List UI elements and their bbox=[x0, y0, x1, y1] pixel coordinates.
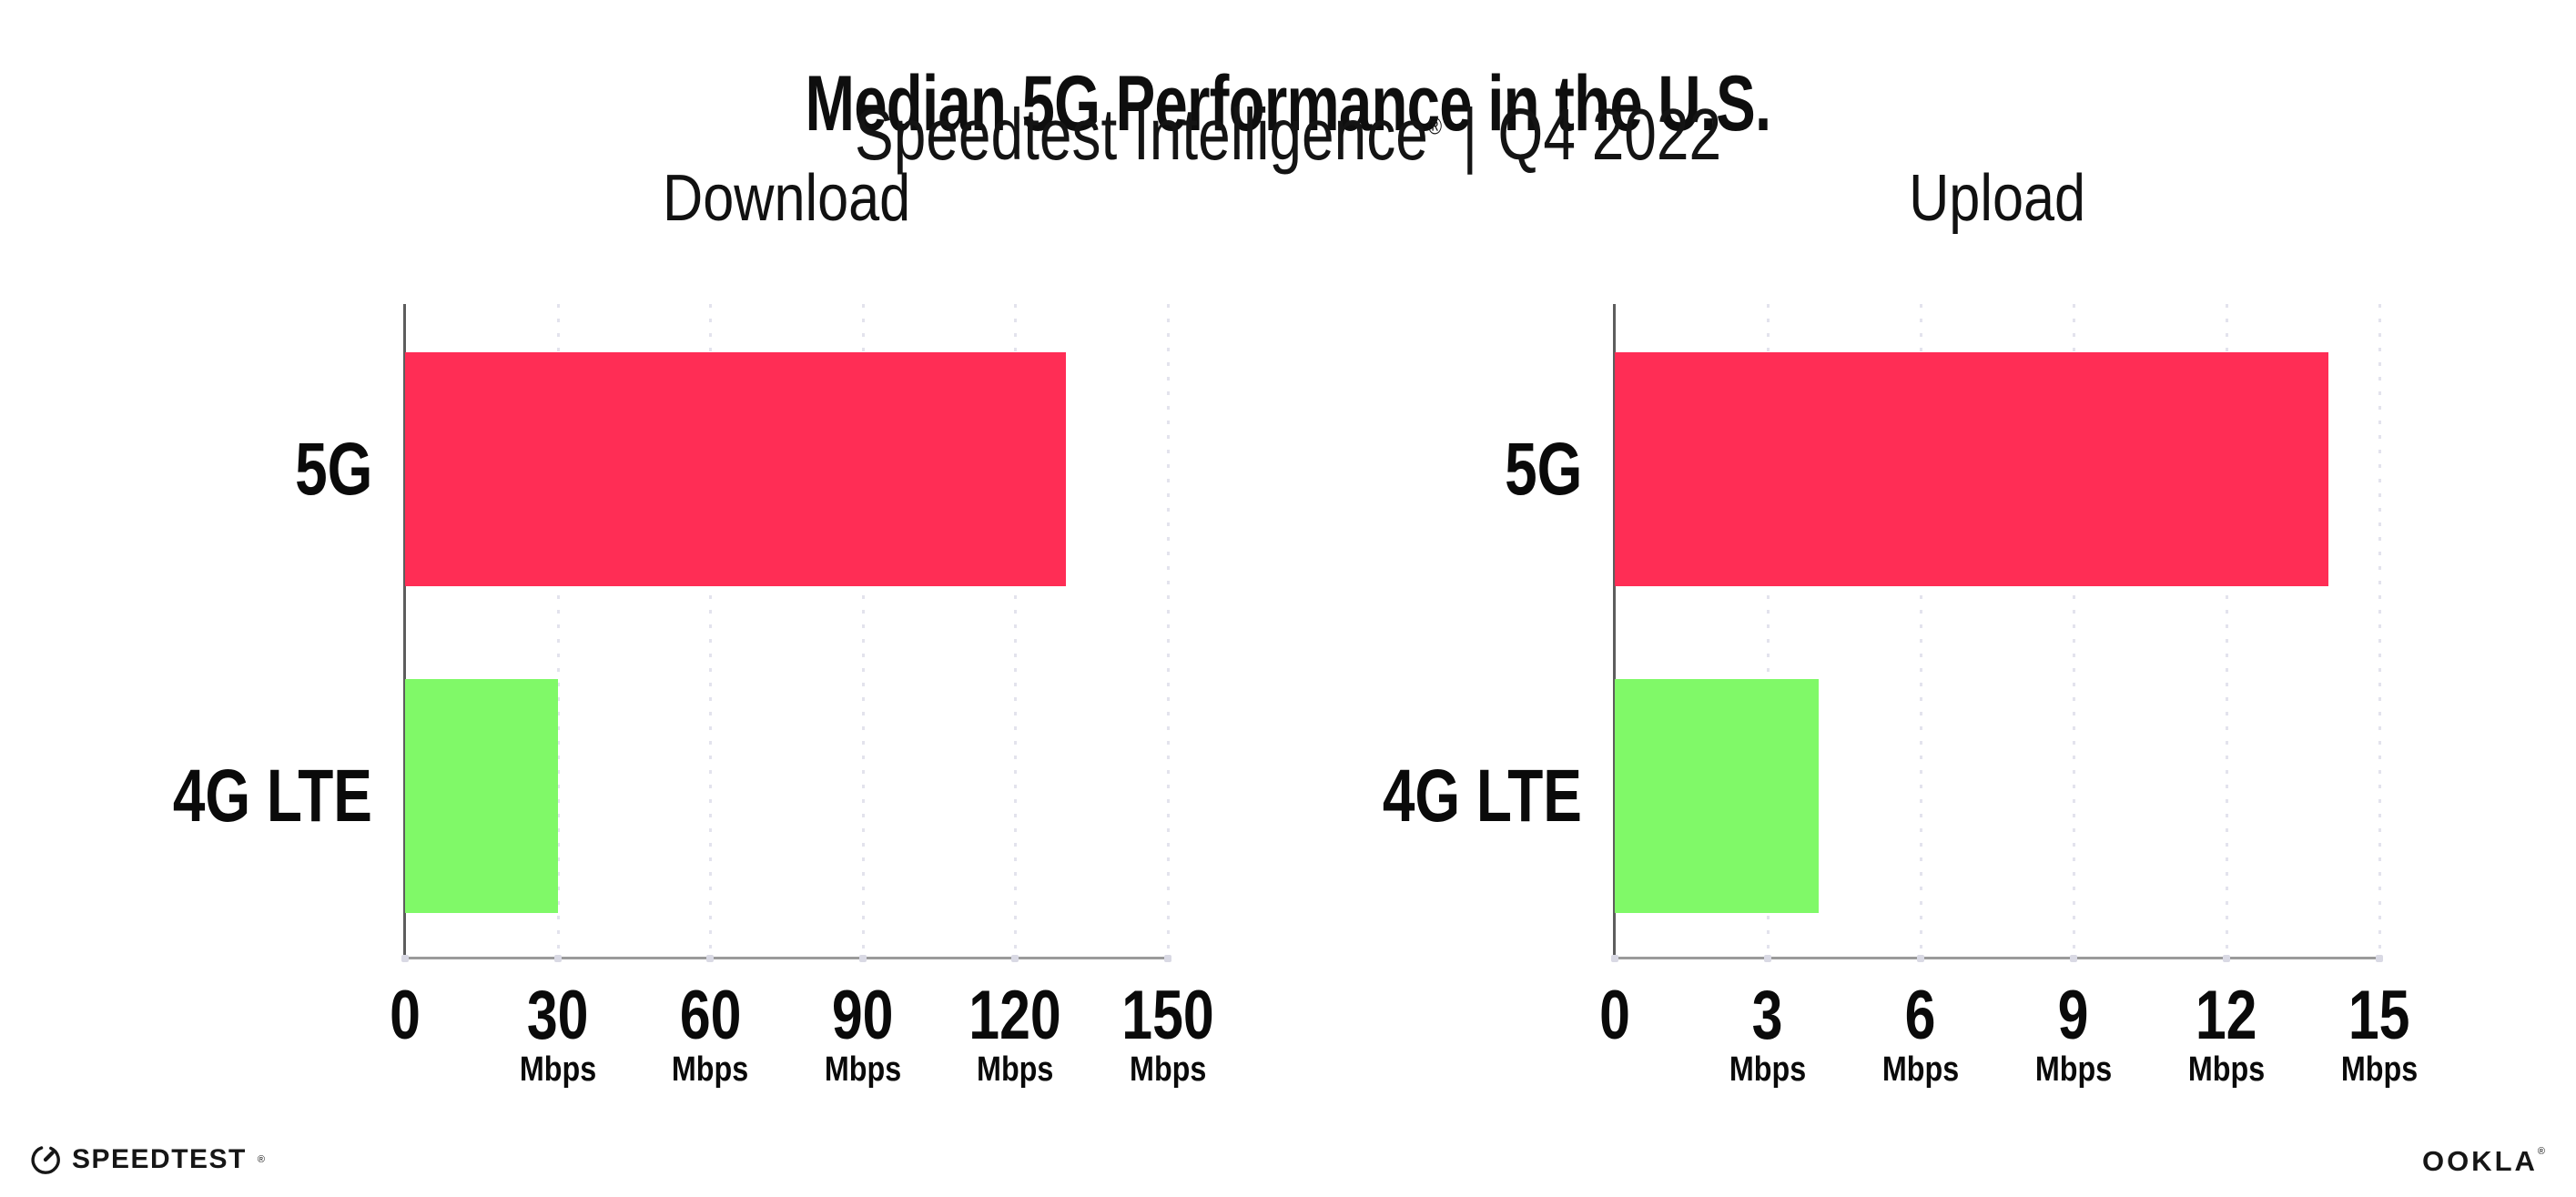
x-tick-label-15: 15 Mbps bbox=[2334, 977, 2424, 1090]
x-tick-label-150: 150 Mbps bbox=[1111, 977, 1226, 1090]
x-tick-unit: Mbps bbox=[672, 1050, 749, 1089]
category-label-4g-lte: 4G LTE bbox=[1382, 754, 1582, 837]
x-tick-value: 12 bbox=[2196, 977, 2257, 1054]
category-label-5g: 5G bbox=[294, 427, 372, 511]
download-chart: Download 0 30 Mbps 60 Mbps 90 Mbps 120 Mbps 150 Mb… bbox=[173, 164, 1214, 1089]
speedtest-wordmark: SPEEDTEST bbox=[72, 1144, 247, 1174]
x-tick-value: 60 bbox=[679, 977, 741, 1054]
x-tick-label-9: 9 Mbps bbox=[2028, 977, 2118, 1090]
gridline-60 bbox=[709, 304, 713, 958]
gridline-90 bbox=[861, 304, 865, 958]
axis-tick-0 bbox=[401, 955, 409, 962]
x-tick-label-90: 90 Mbps bbox=[817, 977, 908, 1090]
x-tick-unit: Mbps bbox=[2034, 1050, 2113, 1089]
x-tick-value: 120 bbox=[969, 977, 1062, 1054]
x-tick-label-0: 0 bbox=[1596, 977, 1634, 1054]
gridline-30 bbox=[556, 304, 560, 958]
axis-tick-9 bbox=[2070, 955, 2077, 962]
page-subtitle: Speedtest Intelligence® | Q4 2022 bbox=[0, 93, 2576, 177]
gridline-9 bbox=[2073, 304, 2075, 958]
x-tick-value: 0 bbox=[390, 977, 421, 1054]
axis-tick-120 bbox=[1011, 955, 1019, 962]
x-tick-label-30: 30 Mbps bbox=[512, 977, 603, 1090]
x-tick-unit: Mbps bbox=[977, 1050, 1054, 1089]
axis-tick-60 bbox=[706, 955, 715, 962]
axis-tick-15 bbox=[2376, 955, 2383, 962]
upload-plot-area: 0 3 Mbps 6 Mbps 9 Mbps 12 Mbps 15 Mbps 5G 4G LTE bbox=[1383, 304, 2418, 1089]
x-axis-line bbox=[403, 957, 1171, 959]
registered-trademark-icon: ® bbox=[1427, 112, 1443, 140]
subtitle-period: Q4 2022 bbox=[1497, 94, 1722, 175]
x-tick-value: 0 bbox=[1599, 977, 1630, 1054]
x-axis-line bbox=[1613, 957, 2383, 959]
bar-4g-lte bbox=[405, 679, 558, 913]
x-tick-unit: Mbps bbox=[1881, 1050, 1960, 1089]
x-tick-label-6: 6 Mbps bbox=[1875, 977, 1965, 1090]
x-tick-unit: Mbps bbox=[2187, 1050, 2266, 1089]
x-tick-value: 15 bbox=[2348, 977, 2410, 1054]
y-axis-line bbox=[403, 304, 406, 958]
gridline-120 bbox=[1014, 304, 1018, 958]
bar-5g bbox=[1615, 352, 2328, 586]
speedtest-gauge-icon bbox=[31, 1146, 60, 1174]
gridline-15 bbox=[2378, 304, 2381, 958]
download-plot-area: 0 30 Mbps 60 Mbps 90 Mbps 120 Mbps 150 Mbps 5G 4G LT… bbox=[173, 304, 1214, 1089]
x-tick-unit: Mbps bbox=[2340, 1050, 2419, 1089]
page-title: Median 5G Performance in the U.S. bbox=[0, 62, 2576, 146]
upload-chart: Upload 0 3 Mbps 6 Mbps 9 Mbps 12 Mbps 15 Mbps 5G 4G … bbox=[1383, 164, 2418, 1089]
chart-title-upload: Upload bbox=[1615, 164, 2379, 233]
speedtest-registered-icon: ® bbox=[257, 1154, 265, 1165]
x-tick-label-0: 0 bbox=[386, 977, 424, 1054]
x-tick-label-120: 120 Mbps bbox=[958, 977, 1073, 1090]
x-tick-value: 9 bbox=[2058, 977, 2089, 1054]
chart-title-upload-text: Upload bbox=[1909, 162, 2085, 236]
subtitle-divider: | bbox=[1462, 94, 1478, 175]
axis-tick-30 bbox=[553, 955, 562, 962]
chart-title-download-text: Download bbox=[662, 162, 911, 236]
x-tick-value: 150 bbox=[1121, 977, 1214, 1054]
x-tick-label-60: 60 Mbps bbox=[665, 977, 756, 1090]
x-tick-value: 90 bbox=[831, 977, 894, 1054]
bar-5g bbox=[405, 352, 1067, 586]
speedtest-logo: SPEEDTEST ® bbox=[30, 1143, 265, 1176]
gridline-12 bbox=[2226, 304, 2228, 958]
x-tick-unit: Mbps bbox=[1729, 1050, 1807, 1089]
axis-tick-150 bbox=[1164, 955, 1171, 962]
x-tick-unit: Mbps bbox=[824, 1050, 901, 1089]
axis-tick-3 bbox=[1764, 955, 1771, 962]
subtitle-product: Speedtest Intelligence bbox=[854, 94, 1428, 175]
ookla-logo: OOKLA ® bbox=[2422, 1147, 2545, 1176]
x-tick-value: 3 bbox=[1752, 977, 1783, 1054]
axis-tick-90 bbox=[858, 955, 867, 962]
category-label-5g: 5G bbox=[1504, 427, 1582, 511]
x-tick-unit: Mbps bbox=[519, 1050, 596, 1089]
page-title-text: Median 5G Performance in the U.S. bbox=[805, 59, 1772, 147]
bar-4g-lte bbox=[1615, 679, 1819, 913]
axis-tick-6 bbox=[1917, 955, 1924, 962]
gridline-3 bbox=[1767, 304, 1770, 958]
y-axis-line bbox=[1613, 304, 1616, 958]
x-tick-label-3: 3 Mbps bbox=[1722, 977, 1812, 1090]
chart-title-download: Download bbox=[405, 164, 1168, 233]
x-tick-unit: Mbps bbox=[1129, 1050, 1207, 1089]
x-tick-value: 30 bbox=[526, 977, 589, 1054]
ookla-registered-icon: ® bbox=[2537, 1146, 2545, 1157]
gridline-6 bbox=[1920, 304, 1922, 958]
x-tick-label-12: 12 Mbps bbox=[2181, 977, 2271, 1090]
ookla-wordmark: OOKLA bbox=[2421, 1145, 2538, 1177]
category-label-4g-lte: 4G LTE bbox=[172, 754, 372, 837]
gridline-150 bbox=[1167, 304, 1170, 958]
axis-tick-12 bbox=[2223, 955, 2230, 962]
axis-tick-0 bbox=[1611, 955, 1618, 962]
x-tick-value: 6 bbox=[1905, 977, 1936, 1054]
